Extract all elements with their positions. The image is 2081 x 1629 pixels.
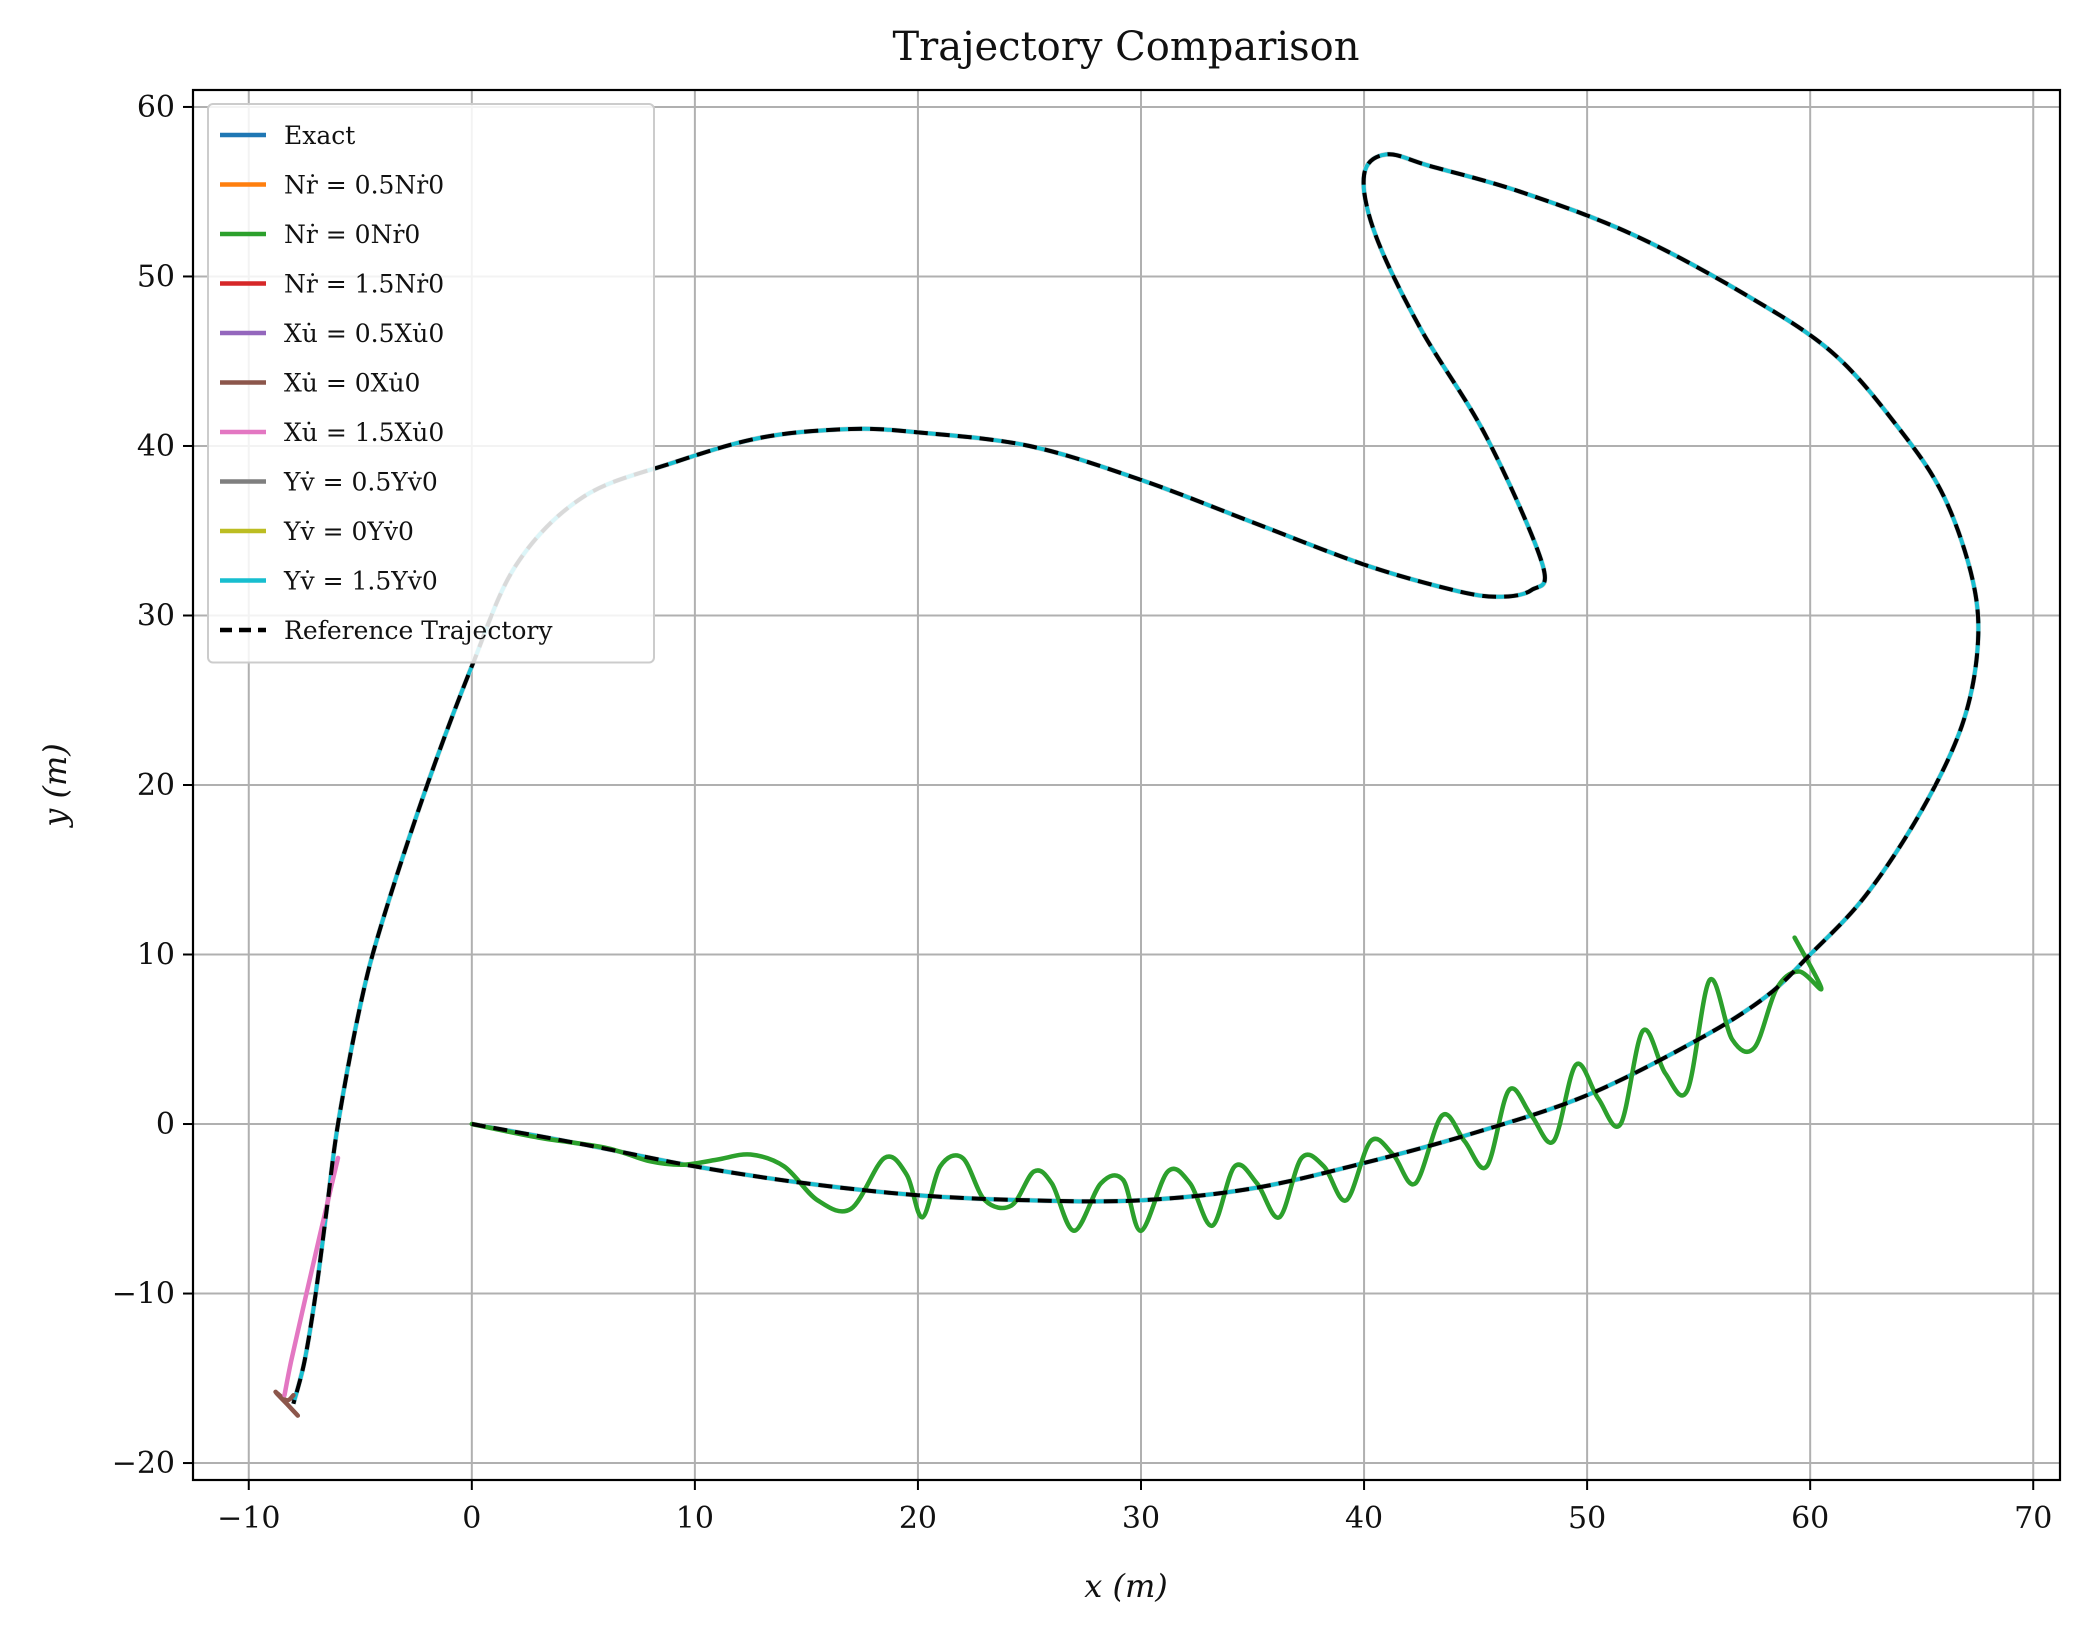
y-tick-label: 30 <box>137 598 175 633</box>
legend-label: Reference Trajectory <box>284 616 553 645</box>
y-tick-label: 0 <box>156 1107 175 1142</box>
series-line-xu-0xu-0 <box>273 1389 301 1418</box>
legend-label: Xu̇ = 1.5Xu̇0 <box>284 418 444 447</box>
legend-label: Yv̇ = 0.5Yv̇0 <box>283 468 438 497</box>
legend-label: Yv̇ = 0Yv̇0 <box>283 517 414 546</box>
x-tick-label: −10 <box>217 1501 280 1536</box>
x-tick-label: 10 <box>676 1501 714 1536</box>
y-tick-label: 10 <box>137 938 175 973</box>
y-tick-label: 20 <box>137 768 175 803</box>
legend-label: Xu̇ = 0.5Xu̇0 <box>284 319 444 348</box>
y-tick-label: 50 <box>137 259 175 294</box>
legend-label: Nṙ = 0Nṙ0 <box>284 220 420 249</box>
tick-labels: −10 0 10 20 30 40 50 60 70 −20 −10 0 10 20 30 40 50 60 <box>112 90 2053 1536</box>
legend-label: Nṙ = 0.5Nṙ0 <box>284 171 444 200</box>
y-tick-label: −20 <box>112 1446 175 1481</box>
legend-box <box>207 103 655 664</box>
x-axis-label: x (m) <box>1084 1567 1168 1605</box>
chart-title: Trajectory Comparison <box>892 24 1359 70</box>
y-tick-label: 40 <box>137 429 175 464</box>
legend: Exact Nṙ = 0.5Nṙ0 Nṙ = 0Nṙ0 Nṙ = 1.5Nṙ0 Xu̇ … <box>207 103 655 664</box>
x-tick-label: 70 <box>2014 1501 2052 1536</box>
x-tick-label: 30 <box>1122 1501 1160 1536</box>
y-axis-label: y (m) <box>36 743 74 829</box>
x-tick-label: 50 <box>1568 1501 1606 1536</box>
legend-label: Xu̇ = 0Xu̇0 <box>284 369 420 398</box>
y-tick-label: −10 <box>112 1277 175 1312</box>
y-tick-label: 60 <box>137 90 175 125</box>
series-line-n-0n-0 <box>469 935 1824 1234</box>
x-tick-label: 0 <box>462 1501 481 1536</box>
legend-label: Exact <box>284 121 355 150</box>
x-tick-label: 60 <box>1791 1501 1829 1536</box>
legend-label: Yv̇ = 1.5Yv̇0 <box>283 567 438 596</box>
x-tick-label: 20 <box>899 1501 937 1536</box>
grid-lines <box>193 90 2060 1480</box>
tick-marks <box>183 105 2035 1490</box>
legend-label: Nṙ = 1.5Nṙ0 <box>284 270 444 299</box>
x-tick-label: 40 <box>1345 1501 1383 1536</box>
